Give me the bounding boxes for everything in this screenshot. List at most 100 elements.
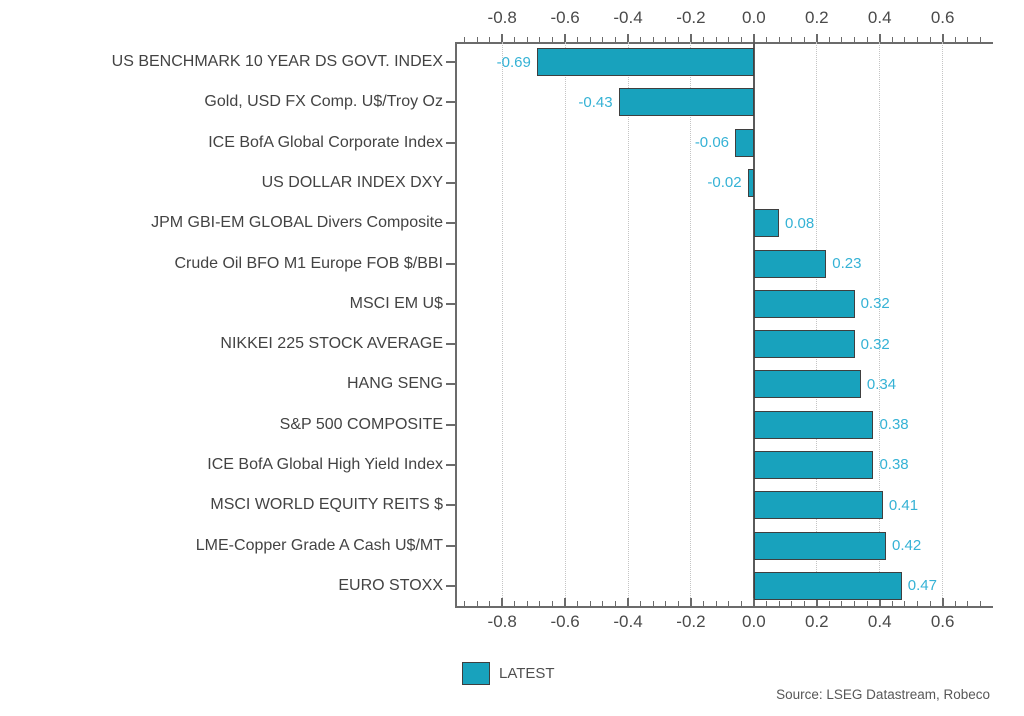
minor-tick (979, 601, 981, 606)
category-label: LME-Copper Grade A Cash U$/MT (195, 536, 443, 554)
major-tick (689, 598, 692, 606)
category-tick (446, 504, 455, 507)
major-tick (878, 34, 881, 42)
legend-swatch (462, 662, 490, 685)
bar-value-label: 0.32 (860, 295, 890, 313)
category-label: Gold, USD FX Comp. U$/Troy Oz (204, 93, 443, 111)
bar (735, 128, 754, 157)
bar-value-label: 0.42 (892, 537, 922, 555)
minor-tick (614, 601, 616, 606)
category-label: EURO STOXX (338, 576, 443, 594)
category-tick (446, 141, 455, 144)
major-tick (941, 34, 944, 42)
bar (536, 48, 754, 77)
minor-tick (765, 601, 767, 606)
minor-tick (476, 37, 478, 42)
x-axis-top-line (455, 42, 993, 44)
minor-tick (489, 37, 491, 42)
bar-value-label: 0.38 (879, 456, 909, 474)
minor-tick (854, 601, 856, 606)
minor-tick (740, 37, 742, 42)
minor-tick (791, 601, 793, 606)
bar (753, 531, 886, 560)
category-label: Crude Oil BFO M1 Europe FOB $/BBI (174, 254, 443, 272)
minor-tick (854, 37, 856, 42)
minor-tick (665, 601, 667, 606)
minor-tick (728, 37, 730, 42)
minor-tick (526, 37, 528, 42)
major-tick (564, 34, 567, 42)
x-tick-label: 0.0 (742, 612, 766, 631)
grid-line (501, 42, 503, 606)
minor-tick (539, 601, 541, 606)
minor-tick (489, 601, 491, 606)
grid-line (627, 42, 629, 606)
category-label: HANG SENG (346, 375, 443, 393)
x-tick-label: -0.6 (550, 8, 580, 27)
minor-tick (715, 601, 717, 606)
major-tick (752, 34, 755, 42)
category-label: ICE BofA Global High Yield Index (207, 455, 443, 473)
grid-line (690, 42, 692, 606)
bar (618, 88, 754, 117)
category-tick (446, 222, 455, 225)
bar (747, 169, 754, 197)
bar-value-label: 0.41 (888, 496, 919, 514)
bar (753, 249, 827, 278)
minor-tick (552, 601, 554, 606)
bar (753, 451, 874, 479)
category-label: NIKKEI 225 STOCK AVERAGE (220, 335, 443, 353)
bar-value-label: 0.34 (866, 375, 897, 393)
category-label: MSCI WORLD EQUITY REITS $ (210, 496, 443, 514)
minor-tick (828, 601, 830, 606)
minor-tick (916, 37, 918, 42)
grid-line (816, 42, 818, 606)
category-label: US BENCHMARK 10 YEAR DS GOVT. INDEX (111, 53, 443, 71)
minor-tick (954, 601, 956, 606)
x-tick-label: 0.4 (867, 8, 892, 27)
bar-value-label: -0.02 (707, 174, 742, 192)
major-tick (564, 598, 567, 606)
bar-value-label: 0.47 (907, 577, 937, 595)
category-tick (446, 584, 455, 587)
bar (753, 330, 855, 359)
minor-tick (715, 37, 717, 42)
minor-tick (589, 601, 591, 606)
bar (753, 410, 874, 439)
category-label: ICE BofA Global Corporate Index (208, 133, 443, 151)
category-label: JPM GBI-EM GLOBAL Divers Composite (151, 214, 443, 232)
legend-label: LATEST (499, 665, 555, 682)
major-tick (752, 598, 755, 606)
minor-tick (703, 37, 705, 42)
category-tick (446, 302, 455, 305)
category-tick (446, 544, 455, 547)
minor-tick (677, 37, 679, 42)
x-tick-label: 0.6 (930, 612, 955, 631)
category-label: MSCI EM U$ (349, 294, 443, 312)
bar (753, 491, 883, 520)
minor-tick (577, 37, 579, 42)
major-tick (815, 34, 818, 42)
minor-tick (803, 37, 805, 42)
minor-tick (589, 37, 591, 42)
category-label: S&P 500 COMPOSITE (279, 415, 443, 433)
major-tick (878, 598, 881, 606)
minor-tick (552, 37, 554, 42)
zero-line (752, 42, 755, 606)
minor-tick (652, 37, 654, 42)
minor-tick (929, 601, 931, 606)
minor-tick (602, 601, 604, 606)
minor-tick (778, 37, 780, 42)
minor-tick (791, 37, 793, 42)
minor-tick (891, 37, 893, 42)
bar-value-label: -0.43 (578, 93, 613, 111)
x-tick-label: 0.4 (867, 612, 892, 631)
minor-tick (728, 601, 730, 606)
grid-line (564, 42, 566, 606)
minor-tick (778, 601, 780, 606)
x-tick-label: -0.2 (676, 612, 706, 631)
minor-tick (765, 37, 767, 42)
minor-tick (841, 601, 843, 606)
major-tick (501, 34, 504, 42)
